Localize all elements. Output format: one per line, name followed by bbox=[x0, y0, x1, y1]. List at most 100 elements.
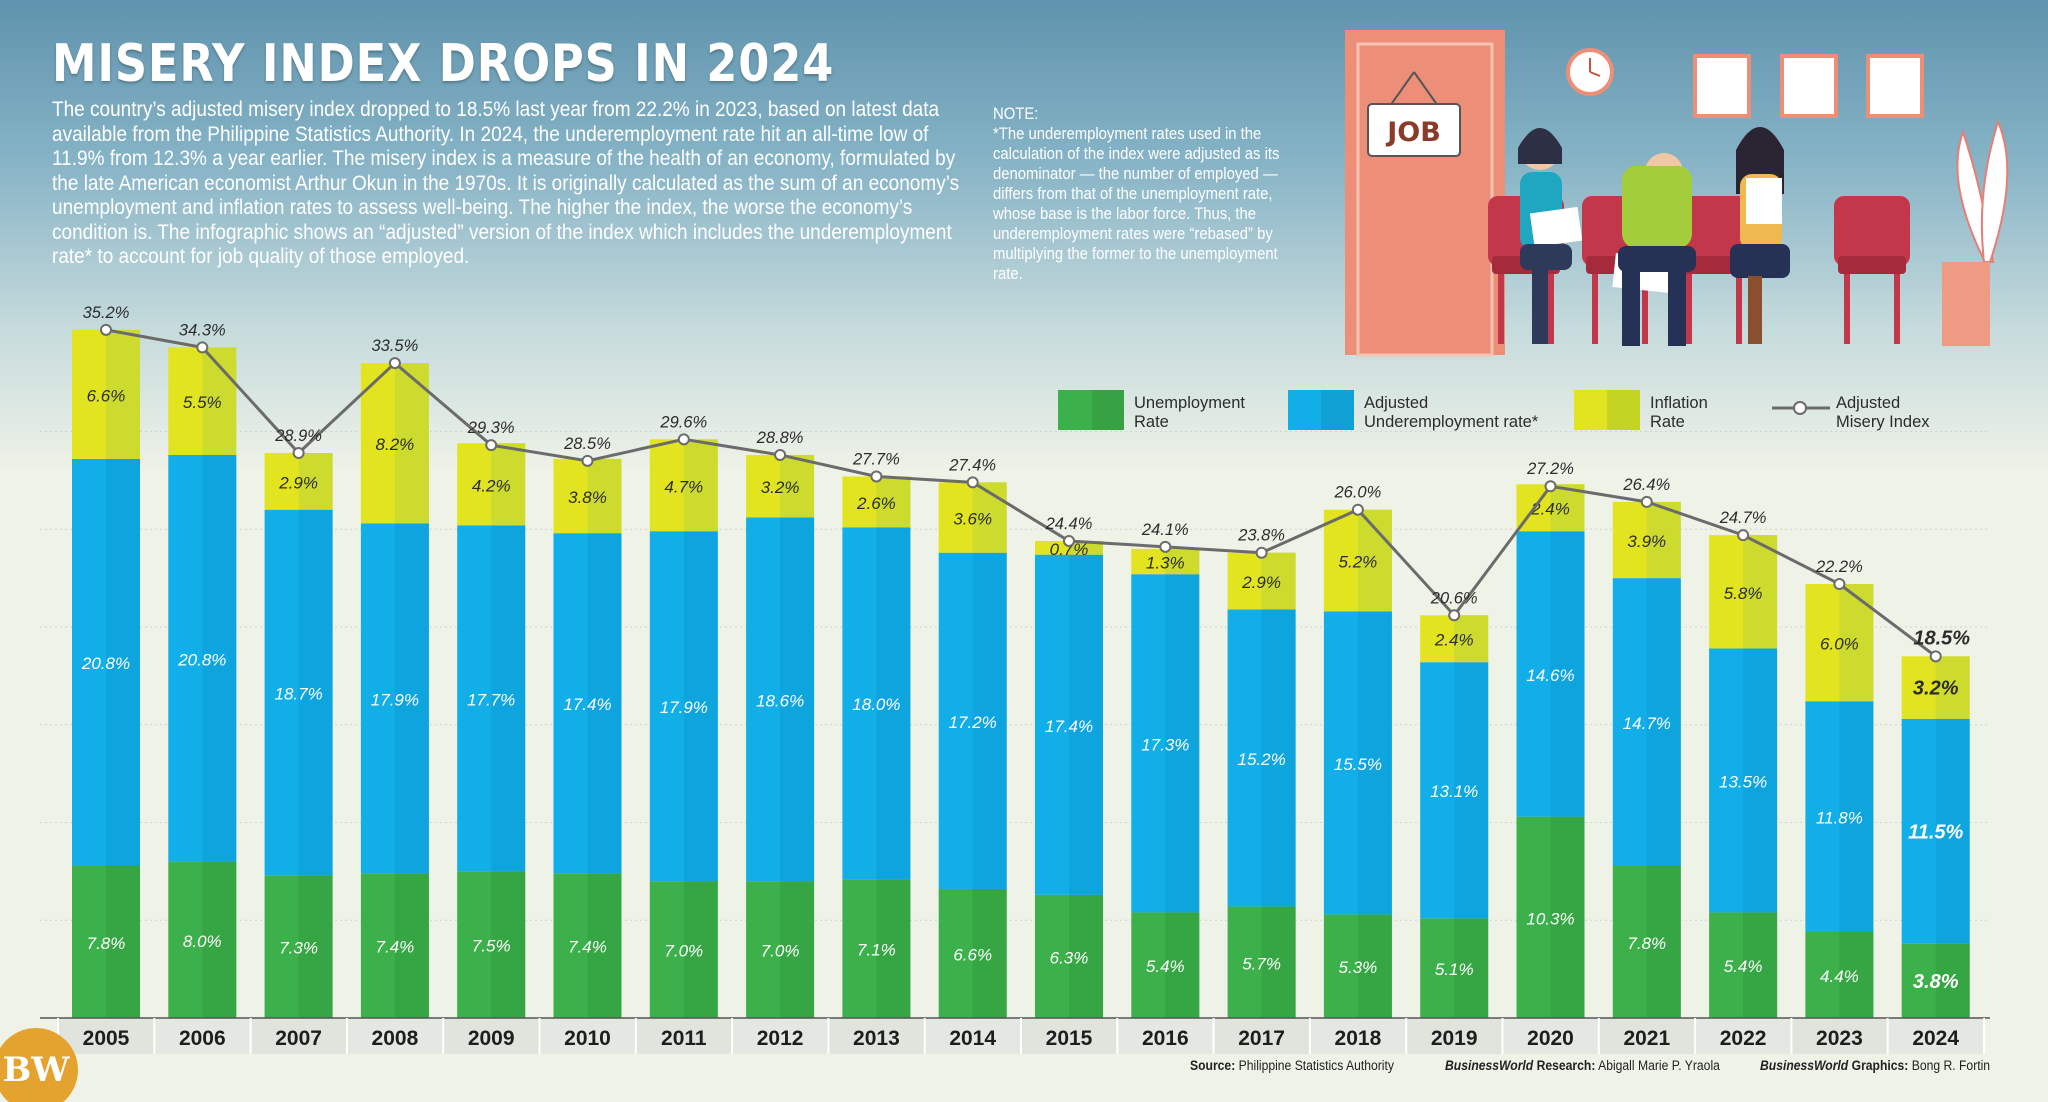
bar-segment-underemployment: 20.8% bbox=[168, 454, 237, 862]
bar-segment-underemployment: 17.9% bbox=[649, 531, 718, 882]
wall-frame bbox=[1866, 54, 1924, 118]
bar-segment-unemployment: 7.0% bbox=[649, 881, 718, 1018]
legend-misery-index: Adjusted Misery Index bbox=[1772, 394, 1930, 431]
legend-swatch-unemployment bbox=[1058, 390, 1124, 430]
bar-segment-inflation: 5.8% bbox=[1709, 535, 1778, 649]
stacked-bars: 7.8% 20.8% 6.6% 8.0% 20.8% 5.5% 7.3% 18.7% 2.9% 7… bbox=[72, 329, 1970, 1018]
misery-index-label: 27.7% bbox=[852, 450, 900, 468]
bar bbox=[1709, 912, 1778, 1018]
businessworld-logo: BW bbox=[0, 1028, 78, 1102]
misery-index-label: 24.4% bbox=[1045, 515, 1093, 533]
data-label: 5.8% bbox=[1724, 584, 1763, 603]
bar-shade bbox=[1935, 943, 1970, 1018]
x-tick-label: 2020 bbox=[1527, 1027, 1574, 1050]
misery-index-label: 26.4% bbox=[1622, 476, 1670, 494]
bar-segment-inflation: 3.8% bbox=[553, 458, 622, 534]
data-label: 15.2% bbox=[1237, 750, 1285, 769]
data-label: 17.9% bbox=[371, 690, 419, 709]
x-axis-cell bbox=[732, 1018, 829, 1054]
data-label: 2.9% bbox=[278, 473, 318, 492]
person-middle bbox=[1612, 153, 1696, 346]
x-axis: 2005 2006 2007 2008 2009 2010 2011 2012 2013 2014… bbox=[40, 1017, 1990, 1054]
x-axis-cell bbox=[1309, 1018, 1406, 1054]
data-label: 17.4% bbox=[563, 695, 611, 714]
bar-shade bbox=[780, 454, 815, 518]
bar-shade bbox=[394, 523, 429, 874]
bar-shade bbox=[1935, 656, 1970, 719]
data-label: 17.7% bbox=[467, 690, 515, 709]
wall-frame bbox=[1693, 54, 1751, 118]
misery-index-point bbox=[196, 341, 209, 354]
bar-shade bbox=[972, 888, 1007, 1018]
misery-index-point bbox=[485, 439, 498, 452]
misery-index-line: 35.2% 34.3% 28.9% 33.5% 29.3% 28.5% 29.6% 28.8%… bbox=[83, 304, 1970, 663]
misery-index-point bbox=[1640, 495, 1653, 508]
legend-label: Rate bbox=[1650, 413, 1685, 431]
bar-shade bbox=[972, 552, 1007, 889]
misery-index-point bbox=[292, 447, 305, 460]
misery-index-label: 29.6% bbox=[659, 413, 707, 431]
data-label: 7.0% bbox=[664, 942, 703, 961]
bar-segment-unemployment: 7.0% bbox=[746, 881, 815, 1018]
misery-index-point bbox=[581, 454, 594, 467]
misery-index-point bbox=[1737, 529, 1750, 542]
page-title: MISERY INDEX DROPS IN 2024 bbox=[52, 34, 835, 94]
graphics-credit: BusinessWorld Graphics: Bong R. Fortin bbox=[1760, 1058, 1991, 1073]
x-tick-label: 2013 bbox=[853, 1027, 900, 1050]
bar-segment-underemployment: 11.8% bbox=[1805, 701, 1874, 932]
bar-segment-unemployment: 10.3% bbox=[1516, 816, 1585, 1018]
bar-shade bbox=[1646, 501, 1681, 579]
x-tick-label: 2019 bbox=[1431, 1027, 1478, 1050]
bar-shade bbox=[683, 531, 718, 882]
data-label: 11.5% bbox=[1908, 821, 1963, 843]
legend-unemployment: Unemployment Rate bbox=[1058, 390, 1245, 431]
job-sign-text: JOB bbox=[1385, 117, 1441, 148]
bar bbox=[457, 525, 526, 872]
bar bbox=[1612, 865, 1681, 1018]
bar-shade bbox=[1454, 662, 1489, 919]
bar-segment-unemployment: 7.8% bbox=[72, 865, 140, 1018]
data-label: 6.6% bbox=[953, 945, 992, 964]
bar-segment-inflation: 4.2% bbox=[457, 443, 526, 526]
bar-segment-underemployment: 11.5% bbox=[1901, 718, 1970, 944]
x-axis-cell bbox=[1406, 1018, 1503, 1054]
bar bbox=[1035, 894, 1103, 1018]
bar bbox=[1131, 912, 1200, 1018]
x-tick-label: 2015 bbox=[1046, 1027, 1093, 1050]
data-label: 20.8% bbox=[81, 654, 130, 673]
data-label: 3.8% bbox=[568, 488, 607, 507]
bar-shade bbox=[876, 527, 911, 880]
bar-shade bbox=[1550, 816, 1585, 1018]
legend-label: Adjusted bbox=[1836, 394, 1900, 412]
bar-shade bbox=[587, 458, 622, 534]
bar bbox=[842, 879, 911, 1018]
x-tick-label: 2023 bbox=[1816, 1027, 1863, 1050]
legend-label: Rate bbox=[1134, 413, 1169, 431]
misery-index-point bbox=[100, 323, 112, 336]
bar-shade bbox=[491, 443, 526, 526]
bar bbox=[1323, 611, 1392, 915]
bar bbox=[457, 871, 526, 1018]
bar-shade bbox=[394, 363, 429, 524]
data-label: 2.6% bbox=[856, 494, 896, 513]
bar-segment-inflation: 5.2% bbox=[1323, 509, 1392, 612]
bar-segment-inflation: 2.4% bbox=[1420, 615, 1489, 663]
data-label: 7.0% bbox=[761, 942, 800, 961]
misery-index-label: 29.3% bbox=[467, 419, 515, 437]
legend-label: Inflation bbox=[1650, 394, 1708, 412]
bar bbox=[72, 865, 140, 1018]
x-tick-label: 2024 bbox=[1912, 1027, 1959, 1050]
bar-segment-inflation: 8.2% bbox=[360, 363, 429, 524]
data-label: 11.8% bbox=[1816, 809, 1863, 828]
x-axis-cell bbox=[443, 1018, 540, 1054]
bar-segment-unemployment: 6.3% bbox=[1035, 894, 1103, 1018]
bar-shade bbox=[1165, 574, 1200, 913]
data-label: 6.6% bbox=[87, 386, 126, 405]
bar-segment-unemployment: 7.1% bbox=[842, 879, 911, 1018]
x-tick-label: 2008 bbox=[372, 1027, 419, 1050]
bar-segment-underemployment: 17.3% bbox=[1131, 574, 1200, 913]
data-label: 5.5% bbox=[183, 393, 222, 412]
data-label: 5.7% bbox=[1242, 954, 1281, 973]
misery-index-label: 28.9% bbox=[274, 427, 322, 445]
data-label: 17.3% bbox=[1141, 735, 1189, 754]
